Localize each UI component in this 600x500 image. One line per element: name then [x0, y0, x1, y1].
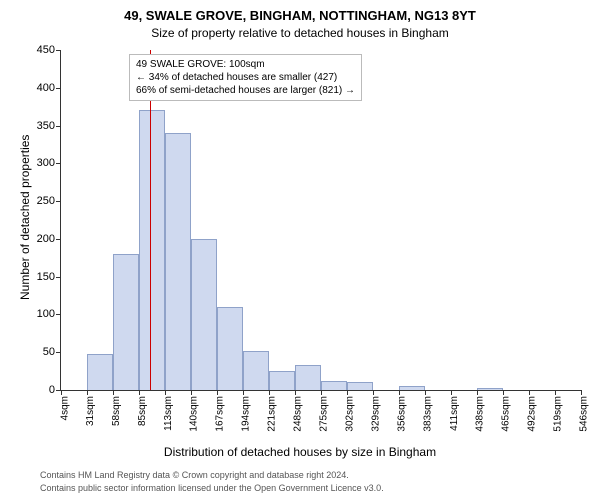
y-tick-label: 350	[37, 120, 55, 132]
x-tick-mark	[477, 390, 478, 395]
y-tick-mark	[56, 126, 61, 127]
y-tick-mark	[56, 277, 61, 278]
x-tick-label: 329sqm	[371, 396, 382, 432]
x-tick-label: 140sqm	[189, 396, 200, 432]
y-tick-mark	[56, 239, 61, 240]
histogram-bar	[321, 381, 347, 390]
histogram-bar	[87, 354, 113, 390]
x-tick-label: 411sqm	[449, 396, 460, 431]
x-tick-mark	[113, 390, 114, 395]
chart-title-line2: Size of property relative to detached ho…	[0, 26, 600, 40]
y-tick-label: 50	[43, 346, 55, 358]
x-tick-mark	[451, 390, 452, 395]
x-tick-mark	[373, 390, 374, 395]
x-tick-label: 167sqm	[215, 396, 226, 432]
footer-line2: Contains public sector information licen…	[40, 483, 384, 493]
y-tick-label: 100	[37, 308, 55, 320]
y-tick-mark	[56, 352, 61, 353]
property-marker-line	[150, 50, 151, 390]
histogram-bar	[477, 388, 503, 390]
x-tick-mark	[61, 390, 62, 395]
x-tick-label: 4sqm	[59, 396, 70, 420]
x-tick-mark	[321, 390, 322, 395]
y-tick-mark	[56, 163, 61, 164]
histogram-bar	[399, 386, 425, 390]
x-tick-label: 85sqm	[137, 396, 148, 426]
x-tick-mark	[503, 390, 504, 395]
y-axis-label: Number of detached properties	[18, 135, 32, 300]
x-tick-mark	[529, 390, 530, 395]
annotation-box: 49 SWALE GROVE: 100sqm← 34% of detached …	[129, 54, 362, 101]
plot-area: 0501001502002503003504004504sqm31sqm58sq…	[60, 50, 581, 391]
histogram-bar	[269, 371, 295, 390]
histogram-bar	[217, 307, 243, 390]
y-tick-label: 150	[37, 271, 55, 283]
x-tick-label: 356sqm	[397, 396, 408, 432]
y-tick-label: 450	[37, 44, 55, 56]
chart-title-line1: 49, SWALE GROVE, BINGHAM, NOTTINGHAM, NG…	[0, 8, 600, 23]
histogram-bar	[347, 382, 373, 390]
x-tick-label: 465sqm	[501, 396, 512, 432]
x-tick-label: 438sqm	[475, 396, 486, 432]
histogram-bar	[113, 254, 139, 390]
x-tick-label: 58sqm	[111, 396, 122, 426]
y-tick-label: 400	[37, 82, 55, 94]
chart-container: 49, SWALE GROVE, BINGHAM, NOTTINGHAM, NG…	[0, 0, 600, 500]
y-tick-mark	[56, 50, 61, 51]
histogram-bar	[243, 351, 269, 390]
y-tick-mark	[56, 201, 61, 202]
annotation-line: 49 SWALE GROVE: 100sqm	[136, 58, 355, 71]
y-tick-mark	[56, 314, 61, 315]
x-tick-label: 248sqm	[293, 396, 304, 432]
x-tick-mark	[243, 390, 244, 395]
x-tick-mark	[165, 390, 166, 395]
x-tick-mark	[217, 390, 218, 395]
annotation-line: ← 34% of detached houses are smaller (42…	[136, 71, 355, 84]
histogram-bar	[191, 239, 217, 390]
x-tick-mark	[581, 390, 582, 395]
histogram-bar	[139, 110, 165, 390]
x-tick-mark	[555, 390, 556, 395]
x-tick-label: 275sqm	[319, 396, 330, 432]
footer-line1: Contains HM Land Registry data © Crown c…	[40, 470, 349, 480]
x-tick-label: 194sqm	[241, 396, 252, 432]
histogram-bar	[165, 133, 191, 390]
x-axis-label: Distribution of detached houses by size …	[0, 445, 600, 459]
x-tick-mark	[425, 390, 426, 395]
x-tick-label: 113sqm	[163, 396, 174, 431]
x-tick-label: 519sqm	[553, 396, 564, 432]
x-tick-label: 546sqm	[579, 396, 590, 432]
x-tick-mark	[399, 390, 400, 395]
x-tick-mark	[269, 390, 270, 395]
x-tick-label: 221sqm	[267, 396, 278, 432]
annotation-line: 66% of semi-detached houses are larger (…	[136, 84, 355, 97]
x-tick-mark	[295, 390, 296, 395]
y-tick-label: 0	[49, 384, 55, 396]
x-tick-label: 492sqm	[527, 396, 538, 432]
x-tick-mark	[87, 390, 88, 395]
y-tick-mark	[56, 88, 61, 89]
x-tick-label: 383sqm	[423, 396, 434, 432]
y-tick-label: 250	[37, 195, 55, 207]
y-tick-label: 300	[37, 157, 55, 169]
x-tick-label: 302sqm	[345, 396, 356, 432]
y-tick-label: 200	[37, 233, 55, 245]
x-tick-mark	[347, 390, 348, 395]
x-tick-mark	[139, 390, 140, 395]
x-tick-mark	[191, 390, 192, 395]
x-tick-label: 31sqm	[85, 396, 96, 426]
histogram-bar	[295, 365, 321, 390]
